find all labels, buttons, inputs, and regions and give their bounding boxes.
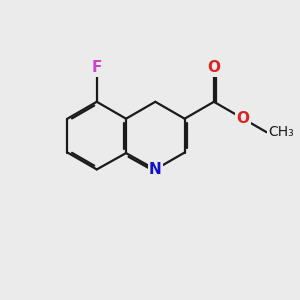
Text: O: O — [207, 61, 220, 76]
Text: N: N — [149, 162, 162, 177]
Text: F: F — [92, 61, 102, 76]
Text: O: O — [237, 111, 250, 126]
Text: CH₃: CH₃ — [268, 125, 294, 139]
